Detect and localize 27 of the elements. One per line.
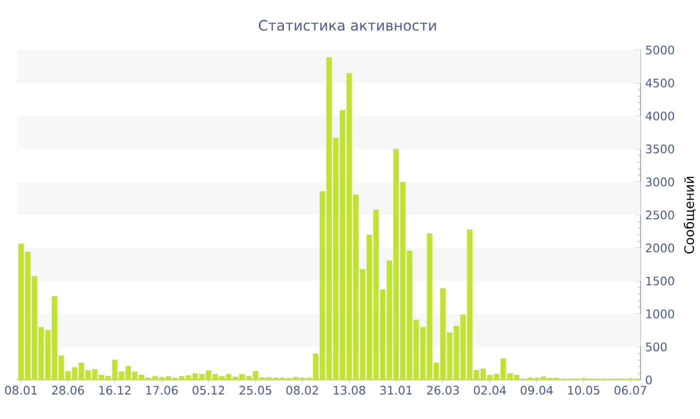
x-tick-label: 16.12	[99, 386, 130, 395]
y-tick-label: 5000	[646, 46, 674, 54]
y-tick-label: 1000	[646, 310, 674, 318]
y-axis-title: Сообщений	[684, 176, 696, 254]
x-tick-label: 10.05	[568, 386, 600, 395]
x-tick-label: 31.01	[380, 386, 412, 395]
y-tick-label: 4500	[646, 78, 674, 88]
y-tick-label: 3000	[646, 178, 674, 186]
x-tick-label: 08.02	[286, 386, 318, 395]
x-tick-label: 05.12	[192, 386, 224, 395]
x-tick-label: 17.06	[146, 386, 178, 395]
y-tick-label: 1500	[646, 276, 674, 286]
x-tick-label: 26.03	[427, 386, 459, 395]
y-tick-label: 4000	[646, 112, 674, 120]
x-tick-label: 28.06	[52, 386, 84, 395]
x-tick-label: 06.07	[614, 386, 646, 395]
y-tick-label: 500	[646, 342, 667, 352]
x-tick-label: 09.04	[520, 386, 553, 395]
x-tick-label: 25.05	[240, 386, 272, 395]
y-tick-label: 3500	[646, 144, 674, 154]
x-tick-label: 02.04	[474, 386, 506, 395]
y-tick-label: 2000	[646, 244, 674, 252]
chart-title: Статистика активности	[258, 20, 436, 31]
y-tick-label: 2500	[646, 210, 674, 220]
x-tick-label: 08.01	[5, 386, 37, 395]
x-tick-label: 13.08	[334, 386, 366, 395]
y-tick-label: 0	[646, 376, 652, 384]
